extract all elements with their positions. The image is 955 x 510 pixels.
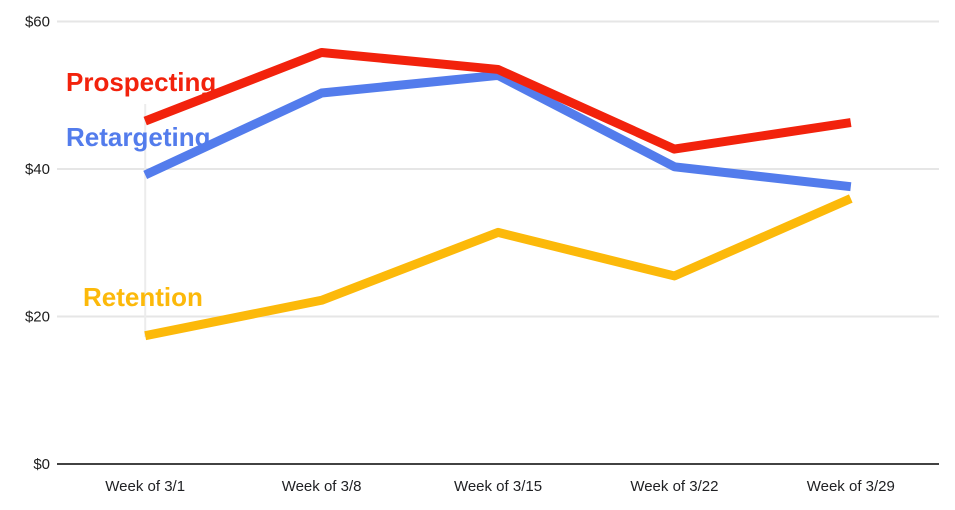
- series-label-retention: Retention: [83, 282, 203, 312]
- x-tick-label: Week of 3/1: [105, 478, 185, 495]
- y-tick-label: $40: [25, 161, 50, 178]
- x-tick-label: Week of 3/29: [807, 478, 895, 495]
- x-tick-label: Week of 3/15: [454, 478, 542, 495]
- series-line-retention: [144, 194, 853, 341]
- x-tick-label: Week of 3/8: [282, 478, 362, 495]
- series-line-retargeting: [143, 70, 852, 192]
- series-label-prospecting: Prospecting: [66, 67, 217, 97]
- x-tick-label: Week of 3/22: [630, 478, 718, 495]
- series-label-retargeting: Retargeting: [66, 122, 211, 152]
- y-tick-label: $20: [25, 309, 50, 326]
- series-line-prospecting: [143, 47, 852, 154]
- y-tick-label: $0: [33, 456, 50, 473]
- y-tick-label: $60: [25, 14, 50, 31]
